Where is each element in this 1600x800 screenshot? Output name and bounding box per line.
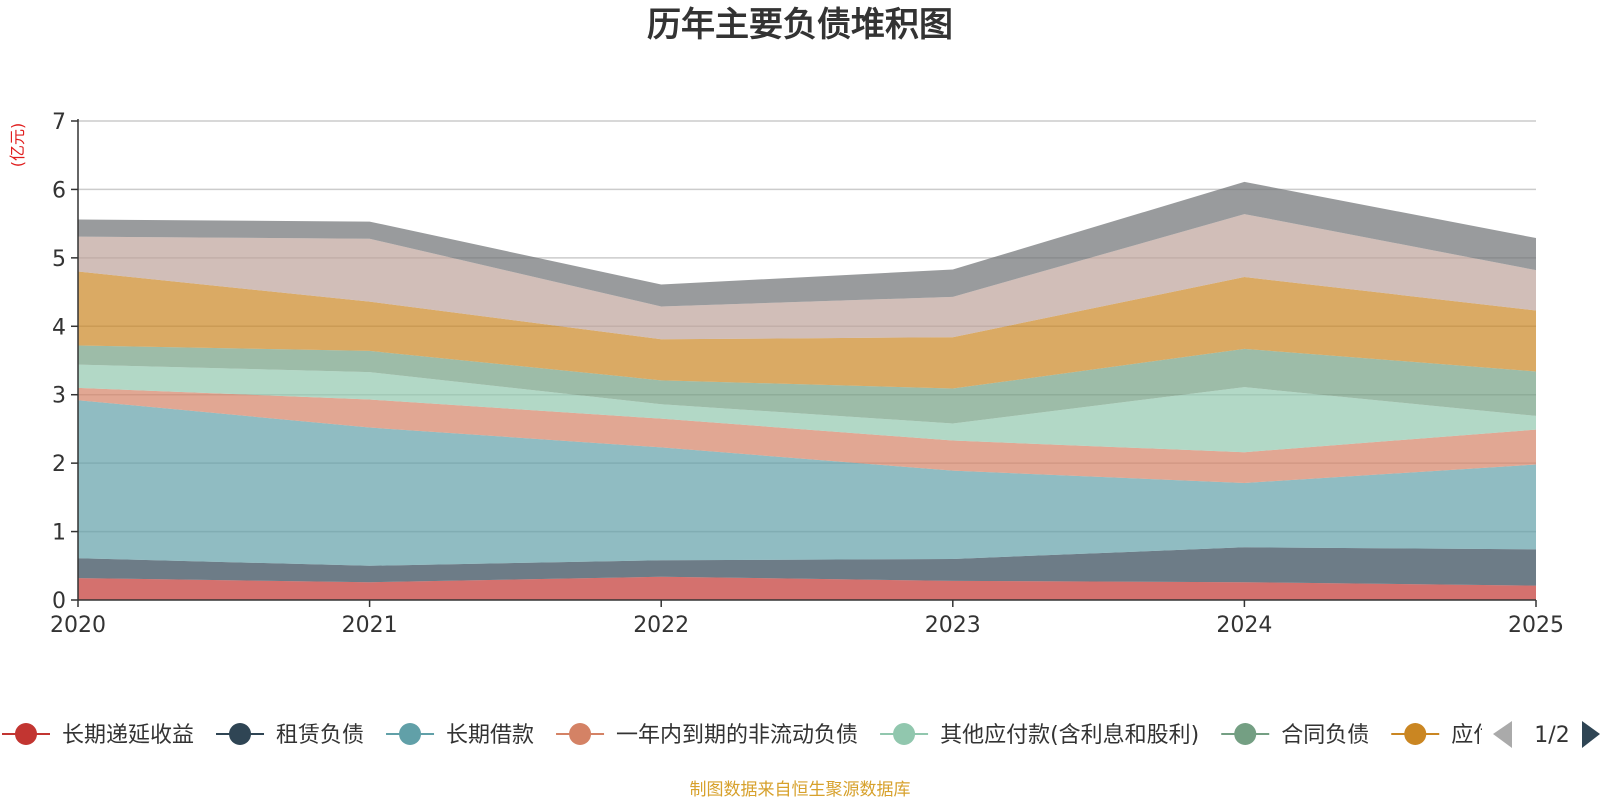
legend-prev-arrow-icon[interactable] (1493, 721, 1512, 748)
legend-item: 租赁负债 (216, 723, 364, 748)
legend-circle-marker (229, 723, 251, 745)
legend-label: 其他应付款(含利息和股利) (940, 723, 1199, 748)
x-tick-label: 2022 (633, 613, 689, 638)
y-tick-label: 7 (52, 110, 66, 135)
legend-circle-marker (15, 723, 37, 745)
legend-circle-marker (399, 723, 421, 745)
y-tick-label: 6 (52, 178, 66, 203)
y-tick-label: 3 (52, 384, 66, 409)
legend-circle-marker (1404, 723, 1426, 745)
legend-item: 其他应付款(含利息和股利) (880, 723, 1199, 748)
legend-items: 长期递延收益 租赁负债 长期借款 一年内到期的非流动负债 其他应付款(含利息和股利) 合同… (2, 723, 1539, 748)
stacked-area-chart: 历年主要负债堆积图 (亿元) 0 1 2 3 4 5 6 7 2020 2021 2022 2023 2… (0, 0, 1600, 800)
legend-label: 长期递延收益 (62, 723, 194, 748)
x-tick-label: 2020 (50, 613, 106, 638)
legend-circle-marker (893, 723, 915, 745)
x-tick-label: 2023 (925, 613, 981, 638)
y-tick-label: 5 (52, 247, 66, 272)
legend-label: 合同负债 (1281, 723, 1369, 748)
x-tick-label: 2021 (342, 613, 398, 638)
legend-page-indicator: 1/2 (1534, 723, 1569, 748)
y-axis-unit-label: (亿元) (8, 123, 27, 168)
y-tick-label: 1 (52, 521, 66, 546)
legend-item: 长期递延收益 (2, 723, 194, 748)
x-tick-label: 2025 (1508, 613, 1564, 638)
legend-label: 长期借款 (446, 723, 534, 748)
y-tick-label: 4 (52, 315, 66, 340)
legend-item: 应付账款 (1391, 723, 1539, 748)
source-note: 制图数据来自恒生聚源数据库 (690, 780, 911, 800)
legend-label: 租赁负债 (276, 723, 364, 748)
legend-item: 合同负债 (1221, 723, 1369, 748)
legend-item: 一年内到期的非流动负债 (556, 723, 858, 748)
legend-next-arrow-icon[interactable] (1582, 721, 1600, 748)
y-tick-label: 2 (52, 452, 66, 477)
legend: 长期递延收益 租赁负债 长期借款 一年内到期的非流动负债 其他应付款(含利息和股利) 合同… (2, 721, 1600, 748)
legend-circle-marker (569, 723, 591, 745)
legend-label: 一年内到期的非流动负债 (616, 723, 858, 748)
legend-item: 长期借款 (386, 723, 534, 748)
area-series-group (78, 182, 1536, 600)
legend-pager: 1/2 (1493, 721, 1600, 748)
chart-title: 历年主要负债堆积图 (647, 5, 953, 45)
y-tick-label: 0 (52, 589, 66, 614)
x-tick-label: 2024 (1216, 613, 1272, 638)
legend-circle-marker (1234, 723, 1256, 745)
